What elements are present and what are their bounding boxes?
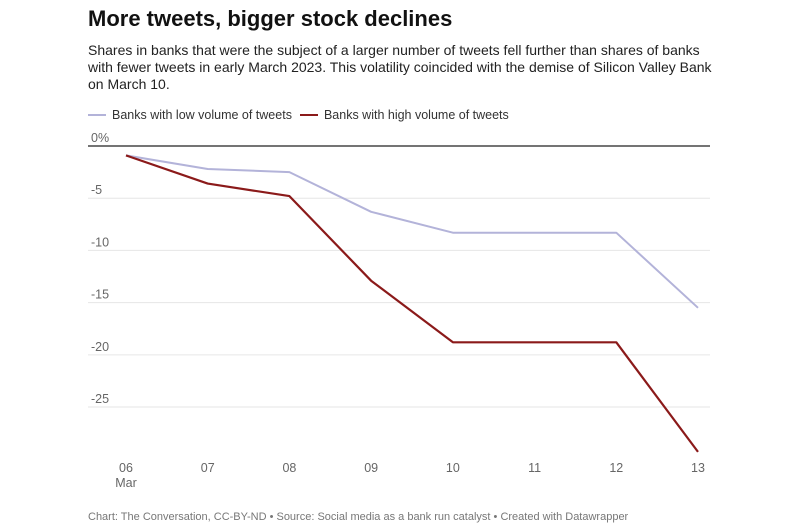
x-tick-label: 12 — [609, 461, 623, 475]
legend-swatch-high — [299, 114, 318, 116]
y-tick-label: -15 — [91, 288, 109, 302]
legend: Banks with low volume of tweets Banks wi… — [88, 108, 517, 122]
chart-footer: Chart: The Conversation, CC-BY-ND • Sour… — [88, 511, 629, 523]
series-line-high-volume — [125, 154, 699, 453]
grid-layer — [88, 145, 710, 408]
x-tick-sublabel: Mar — [115, 476, 137, 490]
series-layer — [125, 154, 699, 453]
y-axis-ticks: 0% -5 -10 -15 -20 -25 — [91, 131, 109, 406]
y-tick-label: -20 — [91, 340, 109, 354]
legend-item-low: Banks with low volume of tweets — [88, 108, 292, 122]
legend-label-low: Banks with low volume of tweets — [112, 108, 292, 122]
y-tick-label: -25 — [91, 392, 109, 406]
x-tick-label: 13 — [691, 461, 705, 475]
y-tick-label: -10 — [91, 235, 109, 249]
y-tick-label: 0% — [91, 131, 109, 145]
x-tick-label: 10 — [446, 461, 460, 475]
x-tick-label: 06 — [119, 461, 133, 475]
chart-title: More tweets, bigger stock declines — [88, 6, 453, 31]
x-tick-label: 09 — [364, 461, 378, 475]
legend-swatch-low — [88, 114, 106, 116]
x-tick-label: 11 — [528, 461, 541, 475]
chart-subtitle: Shares in banks that were the subject of… — [88, 42, 712, 92]
legend-label-high: Banks with high volume of tweets — [323, 108, 509, 122]
legend-item-high: Banks with high volume of tweets — [299, 108, 509, 122]
y-tick-label: -5 — [91, 183, 102, 197]
series-line-low-volume — [125, 154, 699, 309]
x-tick-label: 07 — [201, 461, 215, 475]
x-tick-label: 08 — [282, 461, 296, 475]
x-axis-ticks: 06 07 08 09 10 11 12 13 Mar — [115, 461, 705, 490]
